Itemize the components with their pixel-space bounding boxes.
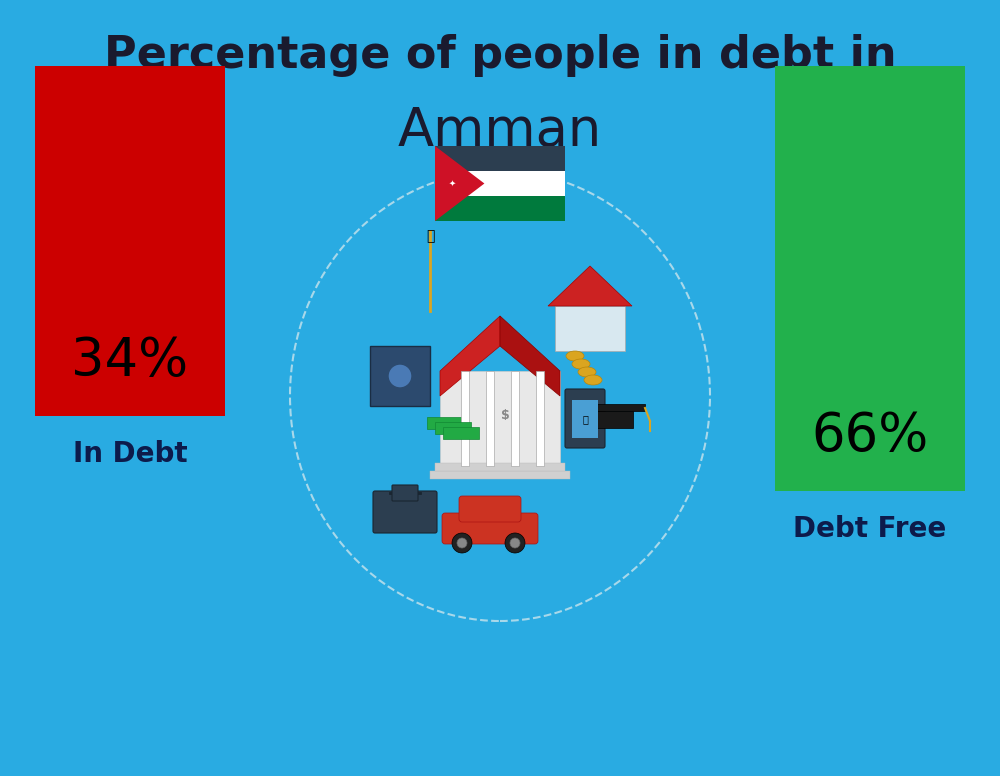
FancyBboxPatch shape bbox=[435, 146, 565, 171]
FancyBboxPatch shape bbox=[511, 371, 519, 466]
Text: 🏦: 🏦 bbox=[582, 414, 588, 424]
FancyBboxPatch shape bbox=[435, 171, 565, 196]
Text: Amman: Amman bbox=[398, 105, 602, 157]
Text: Percentage of people in debt in: Percentage of people in debt in bbox=[104, 34, 896, 78]
FancyBboxPatch shape bbox=[536, 371, 544, 466]
Circle shape bbox=[505, 533, 525, 553]
FancyBboxPatch shape bbox=[435, 422, 471, 434]
FancyBboxPatch shape bbox=[427, 417, 463, 429]
FancyBboxPatch shape bbox=[435, 463, 565, 471]
Text: In Debt: In Debt bbox=[73, 440, 187, 468]
Text: 🦅: 🦅 bbox=[426, 229, 434, 243]
FancyBboxPatch shape bbox=[430, 471, 570, 479]
FancyBboxPatch shape bbox=[435, 196, 565, 221]
FancyBboxPatch shape bbox=[572, 400, 598, 438]
Text: 66%: 66% bbox=[811, 410, 929, 462]
Text: $: $ bbox=[501, 410, 509, 422]
FancyBboxPatch shape bbox=[442, 513, 538, 544]
Circle shape bbox=[388, 364, 412, 388]
FancyBboxPatch shape bbox=[392, 485, 418, 501]
FancyBboxPatch shape bbox=[486, 371, 494, 466]
FancyBboxPatch shape bbox=[775, 66, 965, 491]
Polygon shape bbox=[500, 316, 560, 396]
Text: ✦: ✦ bbox=[448, 179, 455, 188]
FancyBboxPatch shape bbox=[370, 346, 430, 406]
Polygon shape bbox=[548, 266, 632, 306]
FancyBboxPatch shape bbox=[597, 411, 633, 428]
Polygon shape bbox=[440, 371, 560, 471]
Polygon shape bbox=[440, 316, 500, 396]
Circle shape bbox=[457, 538, 467, 548]
Text: 34%: 34% bbox=[71, 335, 189, 387]
Ellipse shape bbox=[578, 367, 596, 377]
FancyBboxPatch shape bbox=[461, 371, 469, 466]
FancyBboxPatch shape bbox=[459, 496, 521, 522]
FancyBboxPatch shape bbox=[565, 389, 605, 448]
FancyBboxPatch shape bbox=[35, 66, 225, 416]
Circle shape bbox=[510, 538, 520, 548]
Circle shape bbox=[452, 533, 472, 553]
Ellipse shape bbox=[572, 359, 590, 369]
Polygon shape bbox=[585, 404, 645, 411]
Text: Debt Free: Debt Free bbox=[793, 515, 947, 543]
Ellipse shape bbox=[566, 351, 584, 361]
FancyBboxPatch shape bbox=[373, 491, 437, 533]
Ellipse shape bbox=[584, 375, 602, 385]
Polygon shape bbox=[435, 146, 484, 221]
Polygon shape bbox=[555, 306, 625, 351]
FancyBboxPatch shape bbox=[443, 427, 479, 439]
